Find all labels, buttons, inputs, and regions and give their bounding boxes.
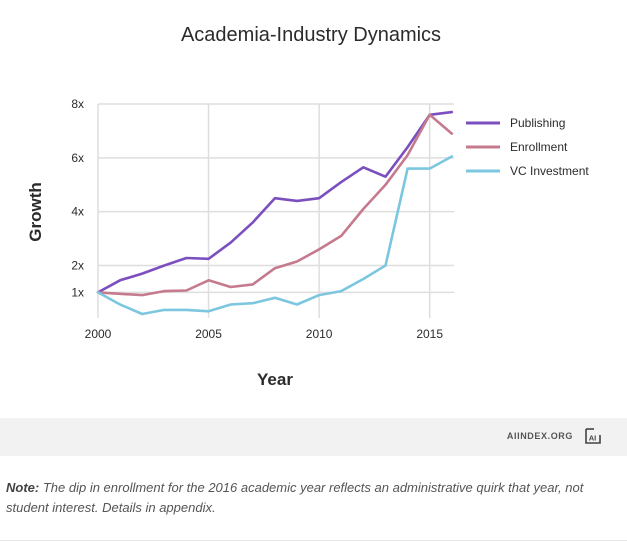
series-line-enrollment: [96, 113, 454, 297]
x-tick-label: 2000: [85, 327, 112, 341]
y-tick-label: 4x: [71, 205, 84, 219]
logo-text: AI: [589, 434, 597, 443]
y-tick-label: 6x: [71, 151, 84, 165]
note-label: Note:: [6, 480, 40, 495]
chart-title: Academia-Industry Dynamics: [181, 24, 441, 46]
axes: 1x 2x 4x 6x 8x 2000 2005 2010 2015: [71, 97, 443, 341]
grid: [97, 103, 454, 318]
y-tick-label: 1x: [71, 285, 84, 299]
legend-label: Publishing: [510, 116, 565, 130]
brand-link[interactable]: AIINDEX.ORG: [506, 431, 573, 441]
series-lines: [96, 110, 454, 316]
x-tick-label: 2015: [416, 327, 443, 341]
legend-label: VC Investment: [510, 164, 589, 178]
series-line-publishing: [96, 110, 454, 294]
x-tick-label: 2010: [306, 327, 333, 341]
y-axis-label: Growth: [26, 182, 45, 242]
chart-note: Note: The dip in enrollment for the 2016…: [6, 478, 616, 518]
x-axis-label: Year: [257, 370, 293, 389]
y-tick-label: 2x: [71, 259, 84, 273]
y-tick-label: 8x: [71, 97, 84, 111]
legend: Publishing Enrollment VC Investment: [466, 116, 589, 178]
series-line-vc-investment: [96, 155, 454, 316]
x-tick-label: 2005: [195, 327, 222, 341]
footer-strip: AIINDEX.ORG AI: [0, 418, 627, 456]
note-text: The dip in enrollment for the 2016 acade…: [6, 480, 584, 515]
divider: [0, 540, 627, 541]
chart: Academia-Industry Dynamics 1x 2x 4x 6x 8x 200…: [26, 24, 589, 389]
chart-panel: Academia-Industry Dynamics 1x 2x 4x 6x 8x 200…: [26, 24, 590, 389]
legend-label: Enrollment: [510, 140, 568, 154]
ai-index-logo-icon: AI: [585, 428, 601, 444]
